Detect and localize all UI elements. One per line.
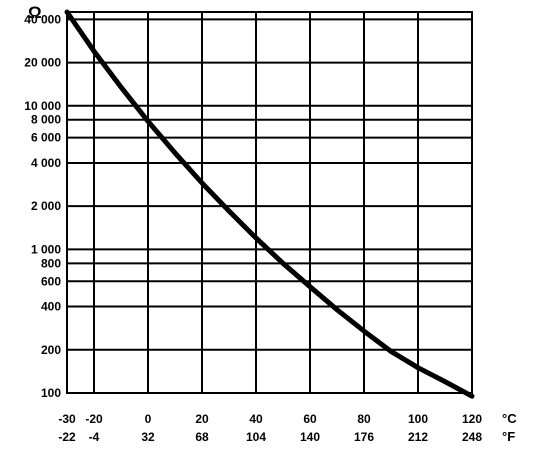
x-tick-label-fahrenheit: 176 <box>354 430 374 444</box>
plot-frame <box>66 11 473 394</box>
x-tick-label-fahrenheit: 32 <box>141 430 155 444</box>
x-tick-label-celsius: 120 <box>462 412 482 426</box>
y-tick-label: 10 000 <box>24 99 61 113</box>
y-tick-label: 4 000 <box>31 156 61 170</box>
x-unit-celsius: °C <box>502 411 517 426</box>
y-tick-label: 800 <box>41 256 61 270</box>
x-tick-label-fahrenheit: -22 <box>58 430 76 444</box>
x-tick-label-fahrenheit: 248 <box>462 430 482 444</box>
x-tick-label-fahrenheit: 212 <box>408 430 428 444</box>
y-tick-label: 1 000 <box>31 242 61 256</box>
resistance-curve <box>64 9 475 399</box>
x-axis-tick-labels: -30 -22 -20 -4 0 32 20 68 40 104 60 140 80 176 100 212 1… <box>58 412 482 444</box>
y-tick-label: 200 <box>41 343 61 357</box>
y-tick-label: 8 000 <box>31 113 61 127</box>
y-unit-symbol: Ω <box>28 3 42 22</box>
x-tick-label-fahrenheit: 140 <box>300 430 320 444</box>
grid <box>66 11 473 394</box>
y-tick-label: 100 <box>41 386 61 400</box>
x-tick-label-fahrenheit: 104 <box>246 430 266 444</box>
y-tick-label: 6 000 <box>31 131 61 145</box>
y-tick-label: 20 000 <box>24 56 61 70</box>
x-tick-label-celsius: 100 <box>408 412 428 426</box>
y-tick-label: 40 000 <box>24 12 61 26</box>
x-tick-label-celsius: 80 <box>357 412 371 426</box>
x-tick-label-celsius: 20 <box>195 412 209 426</box>
x-unit-fahrenheit: °F <box>502 429 515 444</box>
x-tick-label-fahrenheit: -4 <box>89 430 100 444</box>
y-tick-label: 400 <box>41 300 61 314</box>
x-tick-label-fahrenheit: 68 <box>195 430 209 444</box>
x-tick-label-celsius: -20 <box>85 412 103 426</box>
y-tick-label: 2 000 <box>31 199 61 213</box>
x-tick-label-celsius: 60 <box>303 412 317 426</box>
x-tick-label-celsius: -30 <box>58 412 76 426</box>
x-tick-label-celsius: 0 <box>145 412 152 426</box>
y-tick-label: 600 <box>41 274 61 288</box>
curve-layer <box>64 9 475 399</box>
x-tick-label-celsius: 40 <box>249 412 263 426</box>
